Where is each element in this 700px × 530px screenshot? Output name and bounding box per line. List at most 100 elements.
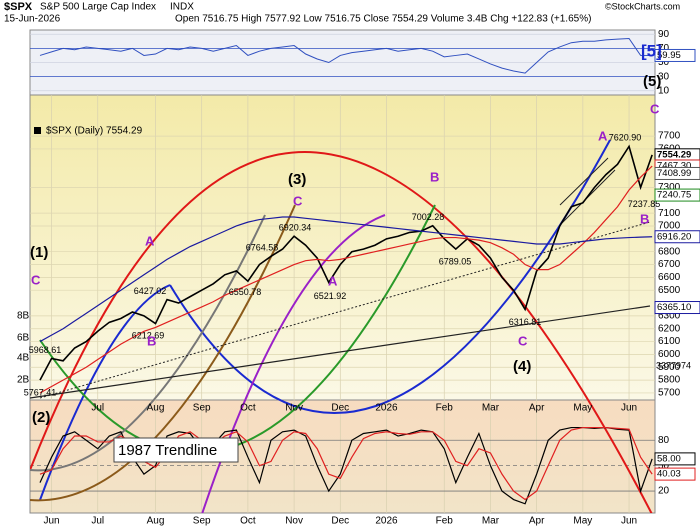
wave-label: (5) xyxy=(643,73,661,90)
value-tag-label: 7408.99 xyxy=(657,168,691,179)
value-tag xyxy=(654,166,700,180)
price-label: 6212.69 xyxy=(132,330,165,340)
value-tag-label: 59.95 xyxy=(657,50,681,61)
arc xyxy=(169,139,611,414)
wave-label: (3) xyxy=(288,171,306,188)
y-tick-label: 7100 xyxy=(658,208,681,219)
wave-label: (4) xyxy=(513,358,531,375)
x-tick-label: Jul xyxy=(91,516,104,527)
price-label: 7237.85 xyxy=(628,199,661,209)
x-tick-label: Jun xyxy=(621,403,637,414)
volume-tick: 2B xyxy=(17,375,30,386)
y-tick-label: 10 xyxy=(658,85,670,96)
price-label: 5968.61 xyxy=(29,345,62,355)
price-label: 6316.81 xyxy=(509,317,542,327)
price-label: 5767.41 xyxy=(24,388,57,398)
arc xyxy=(30,204,296,502)
trendline-label: 1987 Trendline xyxy=(118,442,217,459)
y-tick-label: 7300 xyxy=(658,182,681,193)
channel xyxy=(559,157,609,206)
value-tag-label: 6365.10 xyxy=(657,302,691,313)
x-tick-label: Oct xyxy=(240,516,256,527)
y-tick-label: 70 xyxy=(658,43,670,54)
wave-label: C xyxy=(31,272,41,287)
x-tick-label: Mar xyxy=(482,516,500,527)
volume-label: 3377974 xyxy=(656,360,691,370)
arc xyxy=(39,284,171,501)
y-tick-label: 7000 xyxy=(658,221,681,232)
wave-label: A xyxy=(328,273,338,288)
price-label: 7002.28 xyxy=(412,212,445,222)
x-tick-label: Aug xyxy=(147,516,165,527)
x-tick-label: Jul xyxy=(91,403,104,414)
credit: ©StockCharts.com xyxy=(605,1,680,11)
y-tick-label: 6100 xyxy=(658,336,681,347)
x-tick-label: Dec xyxy=(331,516,349,527)
index-name: S&P 500 Large Cap Index xyxy=(40,2,156,13)
date: 15-Jun-2026 xyxy=(4,14,61,25)
value-tag xyxy=(654,301,700,315)
volume-tick: 4B xyxy=(17,353,30,364)
dotted-trend xyxy=(39,221,651,399)
arc xyxy=(30,151,653,513)
y-tick-label: 5700 xyxy=(658,388,681,399)
rsi-line xyxy=(39,37,653,74)
wave-label: A xyxy=(145,233,155,248)
value-tag-label: 7554.29 xyxy=(657,149,691,160)
wave-label: A xyxy=(598,128,608,143)
y-tick-label: 5800 xyxy=(658,375,681,386)
x-tick-label: Aug xyxy=(147,403,165,414)
wave-label: C xyxy=(293,193,303,208)
price-label: 6764.58 xyxy=(246,243,279,253)
value-tag-label: 7467.30 xyxy=(657,160,691,171)
y-tick-label: 20 xyxy=(658,486,670,497)
x-tick-label: Jun xyxy=(43,516,59,527)
y-tick-label: 6500 xyxy=(658,285,681,296)
y-tick-label: 50 xyxy=(658,57,670,68)
y-tick-label: 7700 xyxy=(658,131,681,142)
value-tag-label: 7240.75 xyxy=(657,190,691,201)
price-label: 7620.90 xyxy=(609,133,642,143)
price-label: 6789.05 xyxy=(439,256,472,266)
value-tag xyxy=(654,452,696,466)
price-label: 6427.02 xyxy=(134,286,167,296)
x-tick-label: Dec xyxy=(331,403,349,414)
stoch-line xyxy=(39,426,653,505)
value-tag xyxy=(654,48,696,62)
symbol: $SPX xyxy=(4,1,33,13)
y-tick-label: 6600 xyxy=(658,272,681,283)
x-tick-label: Feb xyxy=(436,516,454,527)
wave-label: [5] xyxy=(641,41,662,60)
arc xyxy=(30,214,266,472)
x-tick-label: Jun xyxy=(621,516,637,527)
x-tick-label: Apr xyxy=(529,403,545,414)
trendline-box xyxy=(113,437,239,463)
quote: Open 7516.75 High 7577.92 Low 7516.75 Cl… xyxy=(175,14,591,25)
x-tick-label: May xyxy=(573,516,592,527)
y-tick-label: 90 xyxy=(658,29,670,40)
value-tag xyxy=(654,467,696,481)
x-tick-label: May xyxy=(573,403,592,414)
moving-average xyxy=(39,216,653,343)
volume-tick: 8B xyxy=(17,311,30,322)
moving-average xyxy=(39,165,653,394)
y-tick-label: 6300 xyxy=(658,311,681,322)
y-tick-label: 6200 xyxy=(658,323,681,334)
y-tick-label: 30 xyxy=(658,71,670,82)
legend: $SPX (Daily) 7554.29 xyxy=(46,126,143,137)
y-tick-label: 6700 xyxy=(658,259,681,270)
x-tick-label: Sep xyxy=(193,403,211,414)
wave-label: B xyxy=(430,169,439,184)
value-tag-label: 58.00 xyxy=(657,453,681,464)
value-tag xyxy=(654,230,700,244)
cycle-arcs xyxy=(30,139,653,513)
y-tick-label: 6000 xyxy=(658,349,681,360)
wave-label: (2) xyxy=(32,409,50,426)
x-tick-label: Mar xyxy=(482,403,500,414)
x-tick-label: Feb xyxy=(436,403,454,414)
price-label: 6550.78 xyxy=(229,287,262,297)
trendline xyxy=(30,305,651,399)
value-tag xyxy=(654,188,700,202)
x-tick-label: Oct xyxy=(240,403,256,414)
